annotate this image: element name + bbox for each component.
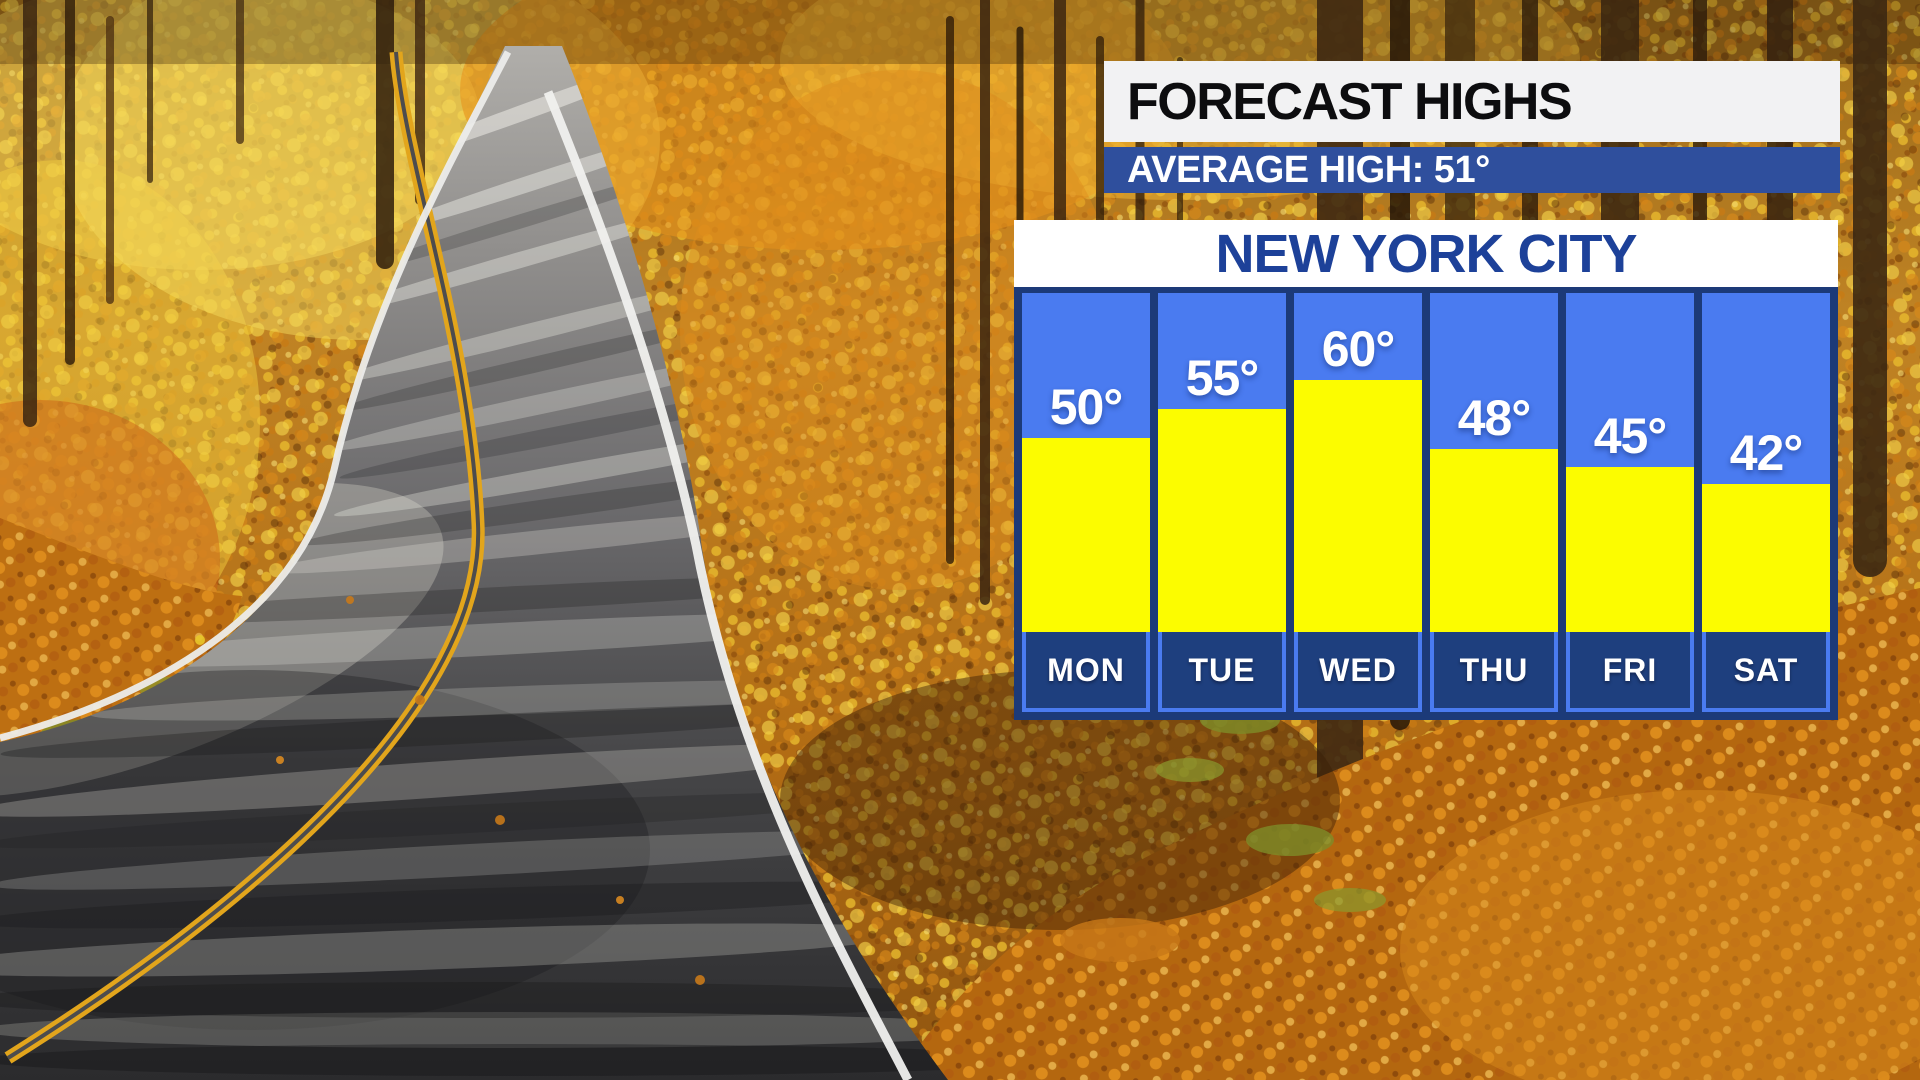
day-label: SAT bbox=[1733, 651, 1799, 688]
day-label: FRI bbox=[1602, 651, 1658, 688]
temperature-label: 42° bbox=[1729, 425, 1804, 481]
bar-plot-area: 60° bbox=[1294, 293, 1422, 632]
city-title: NEW YORK CITY bbox=[1215, 223, 1637, 284]
forecast-day-column: 60° WED bbox=[1294, 293, 1422, 712]
bar-plot-area: 48° bbox=[1430, 293, 1558, 632]
forecast-day-column: 55° TUE bbox=[1158, 293, 1286, 712]
bar-plot-area: 42° bbox=[1702, 293, 1830, 632]
temperature-label: 45° bbox=[1593, 408, 1668, 464]
bar-plot-area: 45° bbox=[1566, 293, 1694, 632]
day-label: THU bbox=[1459, 651, 1529, 688]
temperature-bar bbox=[1430, 449, 1558, 632]
fallen-leaves-on-road bbox=[195, 596, 705, 985]
forecast-highs-header-bar: FORECAST HIGHS bbox=[1104, 61, 1840, 142]
day-label: MON bbox=[1047, 651, 1125, 688]
day-label-box: SAT bbox=[1706, 632, 1826, 708]
day-label: WED bbox=[1319, 651, 1397, 688]
average-high-bar: AVERAGE HIGH: 51° bbox=[1104, 147, 1840, 193]
forecast-day-column: 42° SAT bbox=[1702, 293, 1830, 712]
day-label-box: FRI bbox=[1570, 632, 1690, 708]
day-label-box: WED bbox=[1298, 632, 1418, 708]
road-center-line bbox=[4, 51, 485, 1064]
forecast-day-column: 48° THU bbox=[1430, 293, 1558, 712]
forecast-bar-chart: 50° MON 55° TUE 60° WED bbox=[1014, 287, 1838, 720]
road bbox=[0, 46, 948, 1080]
forecast-day-column: 45° FRI bbox=[1566, 293, 1694, 712]
temperature-bar bbox=[1566, 467, 1694, 632]
day-label-box: TUE bbox=[1162, 632, 1282, 708]
city-title-bar: NEW YORK CITY bbox=[1014, 220, 1838, 287]
road-edge-lines bbox=[0, 50, 912, 1080]
temperature-label: 48° bbox=[1457, 390, 1532, 446]
temperature-label: 60° bbox=[1321, 321, 1396, 377]
day-label-box: THU bbox=[1434, 632, 1554, 708]
day-label-box: MON bbox=[1026, 632, 1146, 708]
bar-plot-area: 55° bbox=[1158, 293, 1286, 632]
temperature-bar bbox=[1158, 409, 1286, 632]
temperature-bar bbox=[1022, 438, 1150, 632]
temperature-bar bbox=[1702, 484, 1830, 632]
average-high-text: AVERAGE HIGH: 51° bbox=[1127, 148, 1490, 191]
day-label: TUE bbox=[1188, 651, 1256, 688]
temperature-label: 55° bbox=[1185, 350, 1260, 406]
temperature-label: 50° bbox=[1049, 379, 1124, 435]
bar-plot-area: 50° bbox=[1022, 293, 1150, 632]
forecast-day-column: 50° MON bbox=[1022, 293, 1150, 712]
forecast-highs-title: FORECAST HIGHS bbox=[1127, 72, 1573, 131]
temperature-bar bbox=[1294, 380, 1422, 632]
